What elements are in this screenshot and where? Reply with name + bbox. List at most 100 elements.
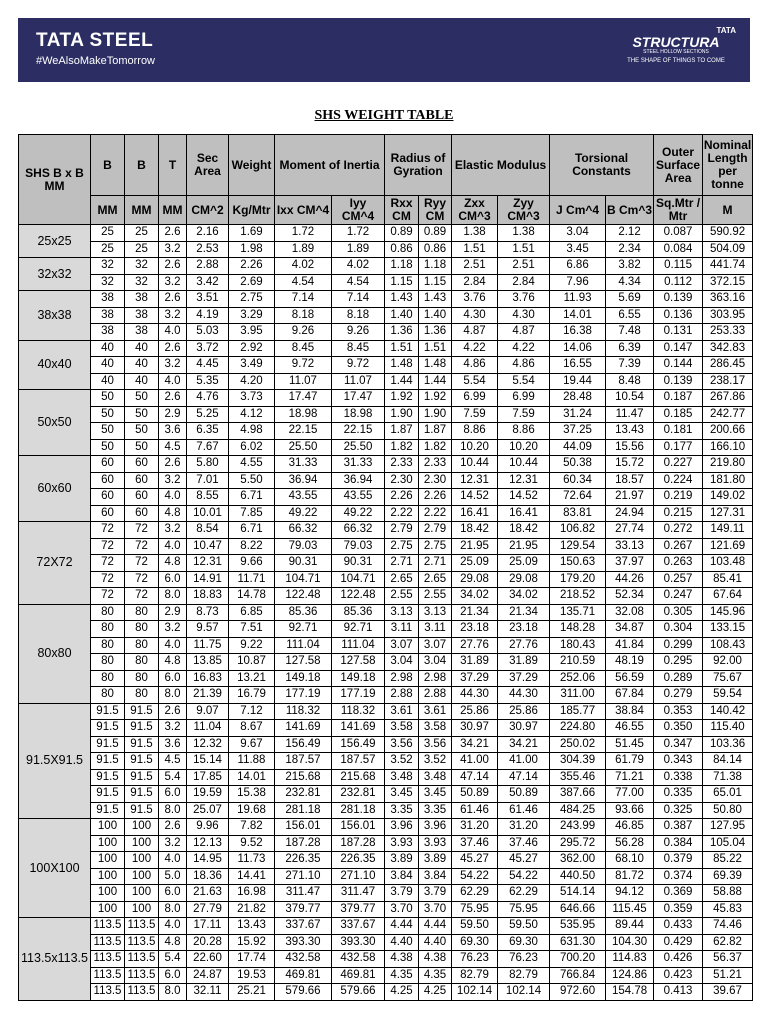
table-row: 100 100 3.2 12.13 9.52 187.28 187.28 3.93 3.93 37… [19, 834, 754, 852]
table-cell: 5.54 [497, 372, 551, 390]
table-cell: 77.00 [605, 785, 655, 803]
table-cell: 379.77 [330, 900, 386, 918]
table-cell: 31.24 [549, 405, 607, 423]
table-cell: 37.29 [497, 669, 551, 687]
table-cell: 25.86 [451, 702, 499, 720]
size-label: 25x25 [18, 224, 91, 258]
table-cell: 39.67 [702, 983, 754, 1001]
table-cell: 113.5 [124, 917, 159, 935]
table-cell: 76.23 [497, 950, 551, 968]
table-cell: 504.09 [702, 240, 754, 258]
table-cell: 1.40 [384, 306, 420, 324]
table-cell: 44.30 [451, 686, 499, 704]
table-cell: 7.85 [228, 504, 275, 522]
table-cell: 2.75 [418, 537, 453, 555]
table-cell: 100 [124, 867, 159, 885]
table-cell: 10.54 [605, 389, 655, 407]
table-cell: 100 [90, 884, 125, 902]
table-cell: 61.79 [605, 752, 655, 770]
table-cell: 25.09 [497, 554, 551, 572]
table-cell: 18.83 [186, 587, 229, 605]
tagline: THE SHAPE OF THINGS TO COME [627, 58, 725, 64]
table-cell: 140.42 [702, 702, 754, 720]
table-cell: 25 [90, 240, 125, 258]
table-cell: 4.87 [497, 323, 551, 341]
column-header: Outer Surface Area [653, 134, 704, 196]
table-cell: 72 [124, 521, 159, 539]
table-cell: 76.23 [451, 950, 499, 968]
table-cell: 0.350 [653, 719, 704, 737]
table-cell: 12.13 [186, 834, 229, 852]
table-cell: 2.9 [158, 405, 187, 423]
table-cell: 91.5 [124, 702, 159, 720]
table-cell: 5.80 [186, 455, 229, 473]
table-cell: 0.087 [653, 224, 704, 242]
table-cell: 91.5 [90, 752, 125, 770]
table-cell: 3.49 [228, 356, 275, 374]
table-row: 100 100 5.0 18.36 14.41 271.10 271.10 3.84 3.84 5… [19, 867, 754, 885]
table-cell: 113.5 [124, 983, 159, 1001]
table-cell: 79.03 [274, 537, 332, 555]
table-cell: 5.50 [228, 471, 275, 489]
table-cell: 14.01 [549, 306, 607, 324]
table-cell: 21.82 [228, 900, 275, 918]
table-cell: 6.0 [158, 669, 187, 687]
table-cell: 3.61 [384, 702, 420, 720]
table-cell: 4.0 [158, 636, 187, 654]
table-cell: 85.36 [330, 603, 386, 621]
table-cell: 91.5 [90, 768, 125, 786]
unit-header: M [702, 195, 754, 225]
table-cell: 387.66 [549, 785, 607, 803]
table-cell: 355.46 [549, 768, 607, 786]
table-cell: 115.45 [605, 900, 655, 918]
table-cell: 80 [124, 653, 159, 671]
table-cell: 1.89 [330, 240, 386, 258]
table-cell: 91.5 [124, 752, 159, 770]
table-row: 32 32 3.2 3.42 2.69 4.54 4.54 1.15 1.15 2.84 2.84 7… [19, 273, 754, 291]
table-cell: 3.72 [186, 339, 229, 357]
table-cell: 0.295 [653, 653, 704, 671]
unit-header: MM [158, 195, 187, 225]
table-cell: 3.76 [497, 290, 551, 308]
table-cell: 47.14 [451, 768, 499, 786]
table-cell: 19.53 [228, 966, 275, 984]
table-cell: 6.0 [158, 570, 187, 588]
table-cell: 25.86 [497, 702, 551, 720]
table-cell: 9.52 [228, 834, 275, 852]
table-cell: 1.18 [418, 257, 453, 275]
table-cell: 0.387 [653, 818, 704, 836]
table-cell: 3.45 [384, 785, 420, 803]
table-cell: 60 [124, 471, 159, 489]
table-cell: 9.22 [228, 636, 275, 654]
table-cell: 67.84 [605, 686, 655, 704]
table-cell: 0.147 [653, 339, 704, 357]
table-cell: 36.94 [274, 471, 332, 489]
table-cell: 2.65 [418, 570, 453, 588]
table-cell: 24.87 [186, 966, 229, 984]
table-cell: 8.48 [605, 372, 655, 390]
table-cell: 3.45 [418, 785, 453, 803]
table-cell: 1.40 [418, 306, 453, 324]
table-cell: 2.6 [158, 224, 187, 242]
table-cell: 6.02 [228, 438, 275, 456]
table-cell: 80 [90, 653, 125, 671]
table-cell: 2.6 [158, 818, 187, 836]
table-cell: 60.34 [549, 471, 607, 489]
table-cell: 124.86 [605, 966, 655, 984]
column-header: Nominal Length per tonne [702, 134, 754, 196]
table-cell: 2.6 [158, 389, 187, 407]
table-row: 80 80 6.0 16.83 13.21 149.18 149.18 2.98 2.98 37.… [19, 669, 754, 687]
table-cell: 2.84 [497, 273, 551, 291]
table-cell: 0.305 [653, 603, 704, 621]
table-cell: 4.55 [228, 455, 275, 473]
table-cell: 148.28 [549, 620, 607, 638]
table-row: 100 100 4.0 14.95 11.73 226.35 226.35 3.89 3.89 4… [19, 851, 754, 869]
table-cell: 103.48 [702, 554, 754, 572]
size-label: 91.5X91.5 [18, 702, 91, 819]
table-cell: 2.12 [605, 224, 655, 242]
logo-top: TATA [716, 26, 736, 35]
table-cell: 4.38 [384, 950, 420, 968]
table-cell: 1.38 [497, 224, 551, 242]
table-cell: 2.69 [228, 273, 275, 291]
table-cell: 215.68 [330, 768, 386, 786]
